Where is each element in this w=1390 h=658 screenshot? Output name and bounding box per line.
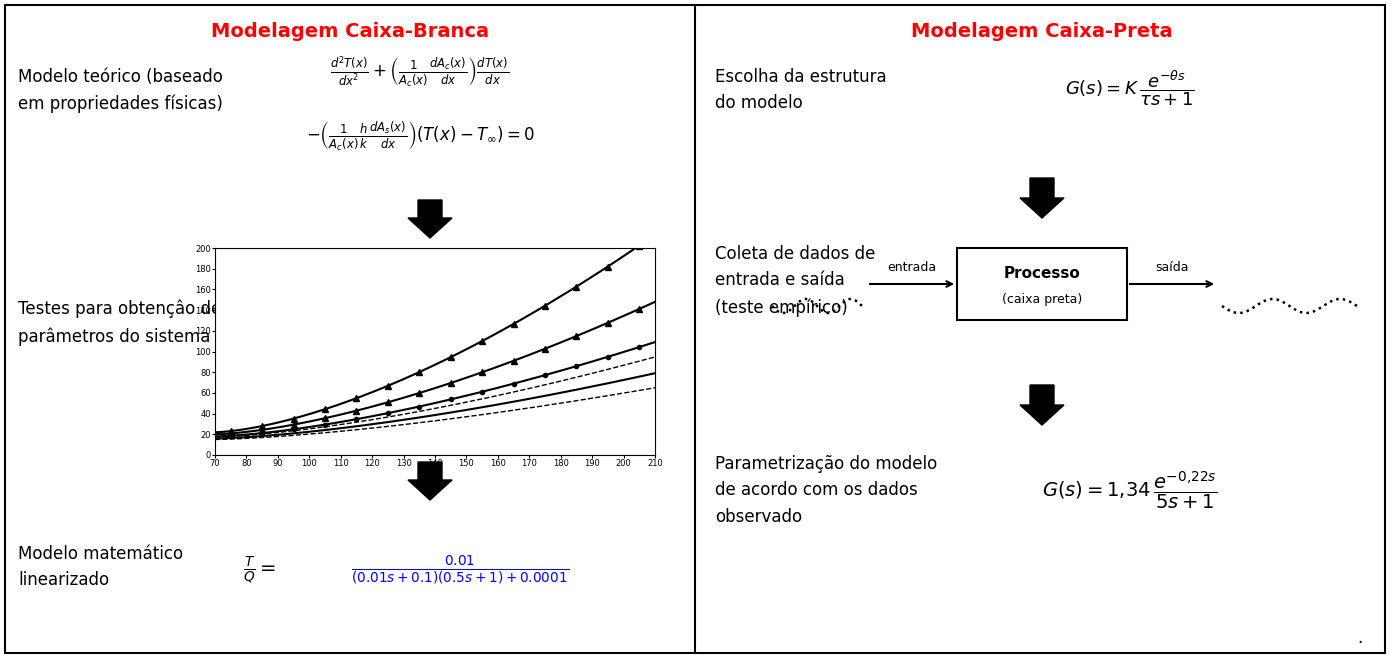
Text: (caixa preta): (caixa preta) (1002, 293, 1083, 307)
Bar (956, 248, 1127, 320)
Text: Parametrização do modelo
de acordo com os dados
observado: Parametrização do modelo de acordo com o… (714, 455, 937, 526)
Text: $-\left(\frac{1}{A_c(x)}\frac{h}{k}\frac{dA_s(x)}{dx}\right)(T(x)-T_{\infty})=0$: $-\left(\frac{1}{A_c(x)}\frac{h}{k}\frac… (306, 120, 534, 153)
Text: saída: saída (1155, 261, 1188, 274)
Text: $G(s)=K\,\dfrac{e^{-\theta s}}{\tau s+1}$: $G(s)=K\,\dfrac{e^{-\theta s}}{\tau s+1}… (1065, 68, 1195, 108)
Text: $\frac{d^2T(x)}{dx^2}+\left(\frac{1}{A_c(x)}\frac{dA_c(x)}{dx}\right)\frac{dT(x): $\frac{d^2T(x)}{dx^2}+\left(\frac{1}{A_c… (331, 55, 510, 90)
Polygon shape (409, 200, 452, 238)
Text: Modelo teórico (baseado
em propriedades físicas): Modelo teórico (baseado em propriedades … (18, 68, 222, 113)
Text: Modelo matemático
linearizado: Modelo matemático linearizado (18, 545, 183, 590)
Polygon shape (1020, 178, 1063, 218)
Text: entrada: entrada (887, 261, 937, 274)
Text: Modelagem Caixa-Preta: Modelagem Caixa-Preta (912, 22, 1173, 41)
X-axis label: x: x (431, 468, 439, 481)
Text: Coleta de dados de
entrada e saída
(teste empírico): Coleta de dados de entrada e saída (test… (714, 245, 876, 316)
Text: $\frac{T}{Q}=$: $\frac{T}{Q}=$ (243, 555, 277, 586)
Text: $G(s)=1{,}34\,\dfrac{e^{-0{,}22s}}{5s+1}$: $G(s)=1{,}34\,\dfrac{e^{-0{,}22s}}{5s+1}… (1042, 469, 1218, 511)
Text: Processo: Processo (1004, 266, 1080, 281)
Text: $\frac{0.01}{(0.01s+0.1)(0.5s+1)+0.0001}$: $\frac{0.01}{(0.01s+0.1)(0.5s+1)+0.0001}… (352, 554, 569, 586)
Text: .: . (1358, 629, 1362, 647)
Polygon shape (409, 462, 452, 500)
Text: Modelagem Caixa-Branca: Modelagem Caixa-Branca (211, 22, 489, 41)
Text: Escolha da estrutura
do modelo: Escolha da estrutura do modelo (714, 68, 887, 113)
Text: Testes para obtençâo de
parâmetros do sistema: Testes para obtençâo de parâmetros do si… (18, 300, 221, 345)
Polygon shape (1020, 385, 1063, 425)
